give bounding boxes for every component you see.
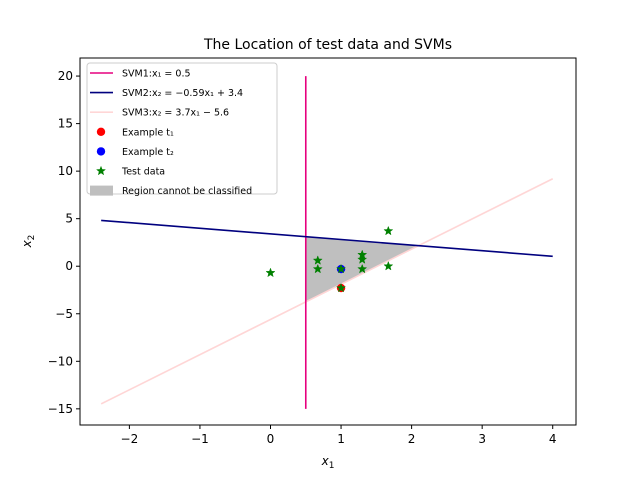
y-tick-label: 0	[65, 259, 73, 273]
example-t1-legend-swatch	[96, 127, 106, 136]
x-tick-label: 0	[267, 432, 275, 446]
x-tick-label: 4	[549, 432, 557, 446]
svm2-legend-label: SVM2:x₂ = −0.59x₁ + 3.4	[122, 88, 243, 99]
test-data-point	[383, 225, 394, 236]
x-tick-label: 3	[478, 432, 486, 446]
svm3-legend-label: SVM3:x₂ = 3.7x₁ − 5.6	[122, 108, 229, 119]
y-axis-label-sub: 2	[27, 235, 37, 241]
example-t2-legend-label: Example t₂	[122, 147, 174, 158]
test-data-legend-swatch	[95, 165, 107, 176]
test-data-point	[336, 282, 347, 293]
y-tick-label: −5	[55, 307, 73, 321]
x-axis-label: x1	[321, 454, 335, 471]
y-axis-label: x2	[20, 235, 37, 249]
legend: SVM1:x₁ = 0.5 SVM2:x₂ = −0.59x₁ + 3.4 SVM3…	[86, 62, 278, 197]
svm2-line	[101, 219, 553, 258]
legend-box	[86, 62, 278, 195]
test-data-point	[357, 263, 368, 274]
test-data-point	[357, 254, 368, 264]
region-legend-swatch	[90, 185, 113, 196]
chart-title: The Location of test data and SVMs	[203, 37, 452, 53]
test-data-point	[383, 260, 394, 271]
plot-area	[100, 76, 554, 409]
x-tick-label: −1	[191, 432, 209, 446]
test-data-point	[312, 263, 323, 274]
x-tick-label: −2	[121, 432, 139, 446]
y-tick-label: 5	[65, 212, 73, 226]
y-tick-label: 15	[58, 117, 73, 131]
x-tick-label: 2	[408, 432, 416, 446]
example-t2-legend-swatch	[96, 147, 106, 156]
test-data-point	[336, 263, 347, 274]
region-legend-label: Region cannot be classified	[122, 186, 252, 197]
y-tick-label: −10	[48, 354, 73, 368]
svm3-line	[100, 178, 554, 405]
test-data-legend-label: Test data	[121, 167, 165, 178]
svm1-legend-label: SVM1:x₁ = 0.5	[122, 69, 191, 80]
test-data-point	[265, 267, 276, 278]
x-tick-label: 1	[337, 432, 345, 446]
y-tick-label: 10	[58, 164, 73, 178]
test-data-point	[312, 255, 323, 265]
y-tick-label: −15	[48, 402, 73, 416]
x-axis-label-sub: 1	[329, 461, 335, 471]
axes-frame	[79, 57, 577, 426]
y-tick-label: 20	[58, 69, 73, 83]
example-t1-legend-label: Example t₁	[122, 127, 174, 138]
